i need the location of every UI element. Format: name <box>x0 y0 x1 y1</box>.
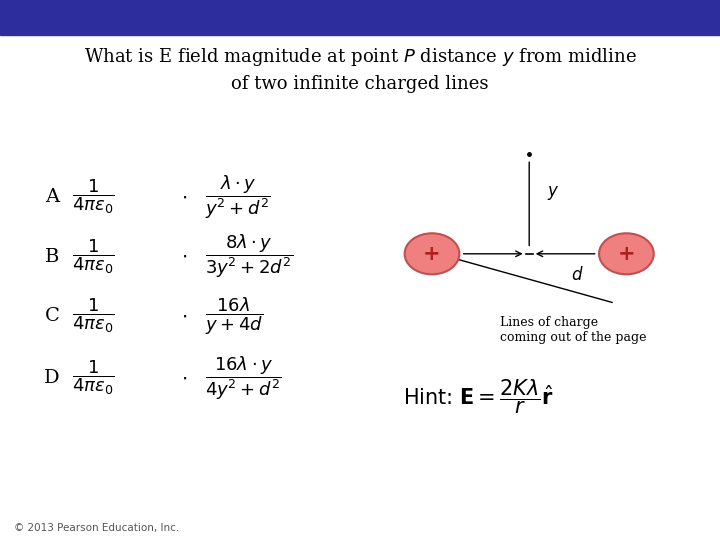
Text: $\cdot$: $\cdot$ <box>181 187 186 207</box>
Text: A: A <box>45 188 59 206</box>
Text: $\dfrac{1}{4\pi\epsilon_0}$: $\dfrac{1}{4\pi\epsilon_0}$ <box>72 359 115 397</box>
Text: $\dfrac{8\lambda \cdot y}{3y^2 + 2d^2}$: $\dfrac{8\lambda \cdot y}{3y^2 + 2d^2}$ <box>205 233 294 280</box>
Text: Hint: $\mathbf{E} = \dfrac{2K\lambda}{r}\hat{\mathbf{r}}$: Hint: $\mathbf{E} = \dfrac{2K\lambda}{r}… <box>403 377 554 416</box>
Text: $y$: $y$ <box>547 184 559 202</box>
Circle shape <box>599 233 654 274</box>
Text: of two infinite charged lines: of two infinite charged lines <box>231 75 489 93</box>
Text: $d$: $d$ <box>572 266 584 285</box>
Text: Lines of charge
coming out of the page: Lines of charge coming out of the page <box>500 316 647 344</box>
Text: B: B <box>45 247 59 266</box>
Text: $\dfrac{1}{4\pi\epsilon_0}$: $\dfrac{1}{4\pi\epsilon_0}$ <box>72 178 115 217</box>
Text: +: + <box>618 244 635 264</box>
Text: $\dfrac{1}{4\pi\epsilon_0}$: $\dfrac{1}{4\pi\epsilon_0}$ <box>72 296 115 335</box>
Circle shape <box>405 233 459 274</box>
Text: D: D <box>44 369 60 387</box>
Text: What is E field magnitude at point $P$ distance $y$ from midline: What is E field magnitude at point $P$ d… <box>84 46 636 68</box>
Text: $\cdot$: $\cdot$ <box>181 306 186 326</box>
Text: $\dfrac{16\lambda}{y + 4d}$: $\dfrac{16\lambda}{y + 4d}$ <box>205 295 264 337</box>
Text: C: C <box>45 307 59 325</box>
Text: $\dfrac{16\lambda \cdot y}{4y^2 + d^2}$: $\dfrac{16\lambda \cdot y}{4y^2 + d^2}$ <box>205 354 282 402</box>
Bar <box>0 0 720 35</box>
Text: $\dfrac{\lambda \cdot y}{y^2 + d^2}$: $\dfrac{\lambda \cdot y}{y^2 + d^2}$ <box>205 173 271 221</box>
Text: © 2013 Pearson Education, Inc.: © 2013 Pearson Education, Inc. <box>14 523 180 533</box>
Text: $\cdot$: $\cdot$ <box>181 247 186 266</box>
Text: $\cdot$: $\cdot$ <box>181 368 186 388</box>
Text: $\dfrac{1}{4\pi\epsilon_0}$: $\dfrac{1}{4\pi\epsilon_0}$ <box>72 237 115 276</box>
Text: +: + <box>423 244 441 264</box>
